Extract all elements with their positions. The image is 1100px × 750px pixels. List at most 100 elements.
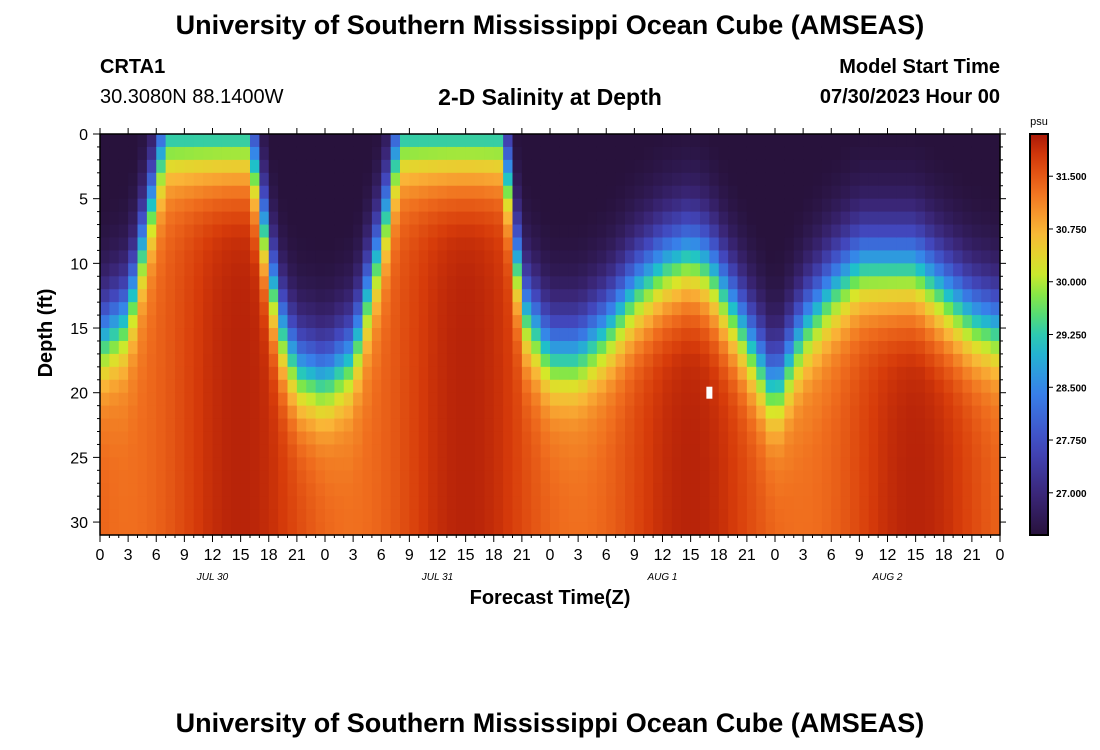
heatmap-cell [878, 366, 889, 381]
heatmap-cell [718, 302, 729, 316]
heatmap-cell [943, 237, 954, 252]
heatmap-cell [540, 315, 551, 329]
heatmap-cell [296, 172, 307, 187]
heatmap-cell [690, 353, 701, 368]
heatmap-cell [915, 483, 926, 497]
heatmap-cell [953, 237, 964, 252]
heatmap-cell [578, 185, 589, 200]
heatmap-cell [868, 263, 879, 277]
heatmap-cell [278, 211, 289, 226]
heatmap-cell [184, 496, 195, 510]
heatmap-cell [100, 340, 110, 355]
heatmap-cell [681, 276, 692, 290]
heatmap-cell [221, 496, 232, 510]
heatmap-cell [606, 328, 617, 342]
heatmap-cell [615, 470, 626, 484]
heatmap-cell [475, 405, 485, 420]
heatmap-cell [128, 185, 139, 200]
heatmap-cell [559, 172, 570, 187]
heatmap-cell [268, 418, 279, 433]
heatmap-cell [934, 457, 945, 471]
heatmap-cell [250, 457, 260, 471]
heatmap-cell [353, 276, 364, 290]
heatmap-cell [943, 198, 954, 213]
heatmap-cell [671, 366, 682, 381]
heatmap-cell [100, 172, 110, 187]
heatmap-cell [212, 250, 223, 264]
heatmap-cell [146, 276, 157, 290]
heatmap-cell [578, 470, 589, 484]
heatmap-cell [353, 405, 364, 420]
heatmap-cell [184, 340, 195, 355]
heatmap-cell [381, 444, 392, 458]
heatmap-cell [212, 379, 223, 394]
heatmap-cell [990, 134, 1001, 148]
heatmap-cell [221, 159, 232, 174]
heatmap-cell [296, 418, 307, 433]
heatmap-cell [221, 405, 232, 420]
heatmap-cell [240, 328, 251, 342]
heatmap-cell [821, 418, 832, 433]
heatmap-cell [821, 237, 832, 252]
heatmap-cell [456, 224, 467, 239]
heatmap-cell [240, 250, 251, 264]
heatmap-cell [681, 457, 692, 471]
heatmap-cell [887, 483, 898, 497]
heatmap-cell [315, 172, 326, 187]
heatmap-cell [390, 134, 401, 148]
heatmap-cell [475, 444, 485, 458]
heatmap-cell [915, 328, 926, 342]
heatmap-cell [709, 198, 720, 213]
heatmap-cell [803, 134, 814, 148]
heatmap-cell [859, 146, 870, 161]
heatmap-cell [568, 483, 579, 497]
heatmap-cell [709, 444, 720, 458]
heatmap-cell [559, 444, 570, 458]
salinity-chart: 0 3 6 9 12 15 18 21 0 3 6 9 12 15 18 21 0 3 6 9 12 15 18 21 0 3 6 9… [35, 116, 1087, 609]
heatmap-cell [296, 263, 307, 277]
heatmap-cell [653, 289, 664, 303]
heatmap-cell [325, 470, 335, 484]
heatmap-cell [906, 315, 917, 329]
heatmap-cell [550, 366, 560, 381]
heatmap-cell [559, 185, 570, 200]
heatmap-cell [268, 444, 279, 458]
heatmap-cell [343, 379, 354, 394]
heatmap-cell [568, 470, 579, 484]
heatmap-cell [596, 418, 607, 433]
heatmap-cell [840, 159, 851, 174]
heatmap-cell [681, 483, 692, 497]
heatmap-cell [437, 470, 448, 484]
heatmap-cell [746, 431, 757, 446]
heatmap-cell [165, 172, 176, 187]
heatmap-cell [240, 444, 251, 458]
x-tick-label: 0 [546, 547, 555, 564]
heatmap-cell [521, 250, 532, 264]
heatmap-cell [700, 185, 710, 200]
heatmap-cell [259, 237, 270, 252]
heatmap-cell [896, 431, 907, 446]
heatmap-cell [728, 418, 739, 433]
heatmap-cell [803, 379, 814, 394]
heatmap-cell [371, 340, 382, 355]
heatmap-cell [859, 379, 870, 394]
heatmap-cell [906, 444, 917, 458]
heatmap-cell [662, 237, 673, 252]
heatmap-cell [953, 211, 964, 226]
heatmap-cell [559, 289, 570, 303]
x-tick-label: 0 [321, 547, 330, 564]
heatmap-cell [859, 289, 870, 303]
heatmap-cell [840, 276, 851, 290]
heatmap-cell [990, 431, 1001, 446]
heatmap-cell [296, 496, 307, 510]
heatmap-cell [690, 328, 701, 342]
heatmap-cell [456, 431, 467, 446]
heatmap-cell [690, 289, 701, 303]
heatmap-cell [606, 431, 617, 446]
heatmap-cell [287, 470, 298, 484]
heatmap-cell [784, 315, 795, 329]
heatmap-cell [221, 172, 232, 187]
heatmap-cell [484, 250, 495, 264]
x-tick-label: 18 [485, 547, 503, 564]
heatmap-cell [812, 237, 823, 252]
